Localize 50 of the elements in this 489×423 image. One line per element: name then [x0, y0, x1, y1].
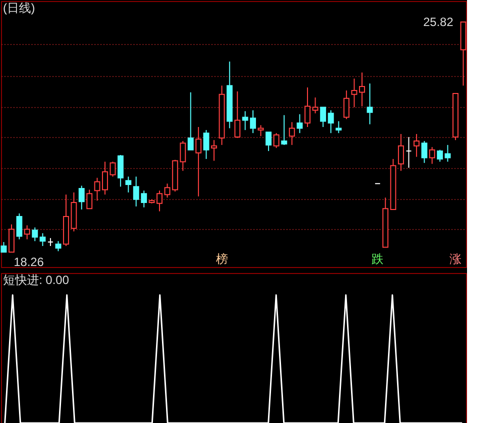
candlestick [133, 176, 140, 207]
annotation: 25.82 [423, 15, 454, 29]
candlestick [429, 146, 436, 164]
candlestick [24, 224, 30, 240]
candlestick [398, 134, 404, 172]
chart-title: (日线) [3, 1, 35, 15]
candlestick [86, 189, 92, 210]
candlestick [156, 190, 163, 212]
chart-title: 短快进: 0.00 [3, 273, 70, 287]
candlestick [351, 78, 358, 108]
annotation: 榜 [216, 252, 228, 266]
annotation: 涨 [449, 252, 462, 266]
candlestick [250, 110, 256, 134]
annotation: 18.26 [14, 255, 44, 270]
candlestick [304, 86, 310, 128]
candlestick [343, 90, 350, 120]
candlestick [414, 134, 420, 158]
candlestick [266, 132, 272, 152]
candlestick [328, 110, 334, 134]
candlestick [406, 136, 412, 168]
candlestick [312, 96, 318, 114]
candlestick [234, 90, 240, 138]
candlestick [102, 161, 108, 196]
candlestick [188, 92, 194, 150]
candlestick [421, 140, 428, 164]
candlestick [211, 140, 218, 162]
candlestick [94, 177, 100, 202]
candlestick [180, 140, 186, 172]
candlestick [8, 224, 15, 253]
candlestick [125, 176, 132, 193]
candlestick [0, 242, 7, 253]
candlestick [110, 161, 116, 178]
candlestick [258, 124, 264, 137]
candlestick [366, 82, 373, 125]
candlestick [140, 190, 147, 208]
candlestick [16, 212, 22, 240]
candlestick [55, 240, 62, 252]
candlestick [296, 114, 303, 134]
candlestick [273, 132, 280, 148]
candlestick [195, 126, 202, 197]
candlestick [118, 154, 124, 188]
candlestick [359, 72, 366, 107]
annotation: 跌 [372, 252, 384, 266]
candlestick [242, 110, 248, 131]
candlestick [288, 122, 295, 146]
candlestick [336, 120, 342, 134]
candlestick [78, 185, 85, 210]
candlestick [281, 114, 288, 146]
candlestick [320, 106, 326, 128]
candlestick [203, 130, 210, 160]
